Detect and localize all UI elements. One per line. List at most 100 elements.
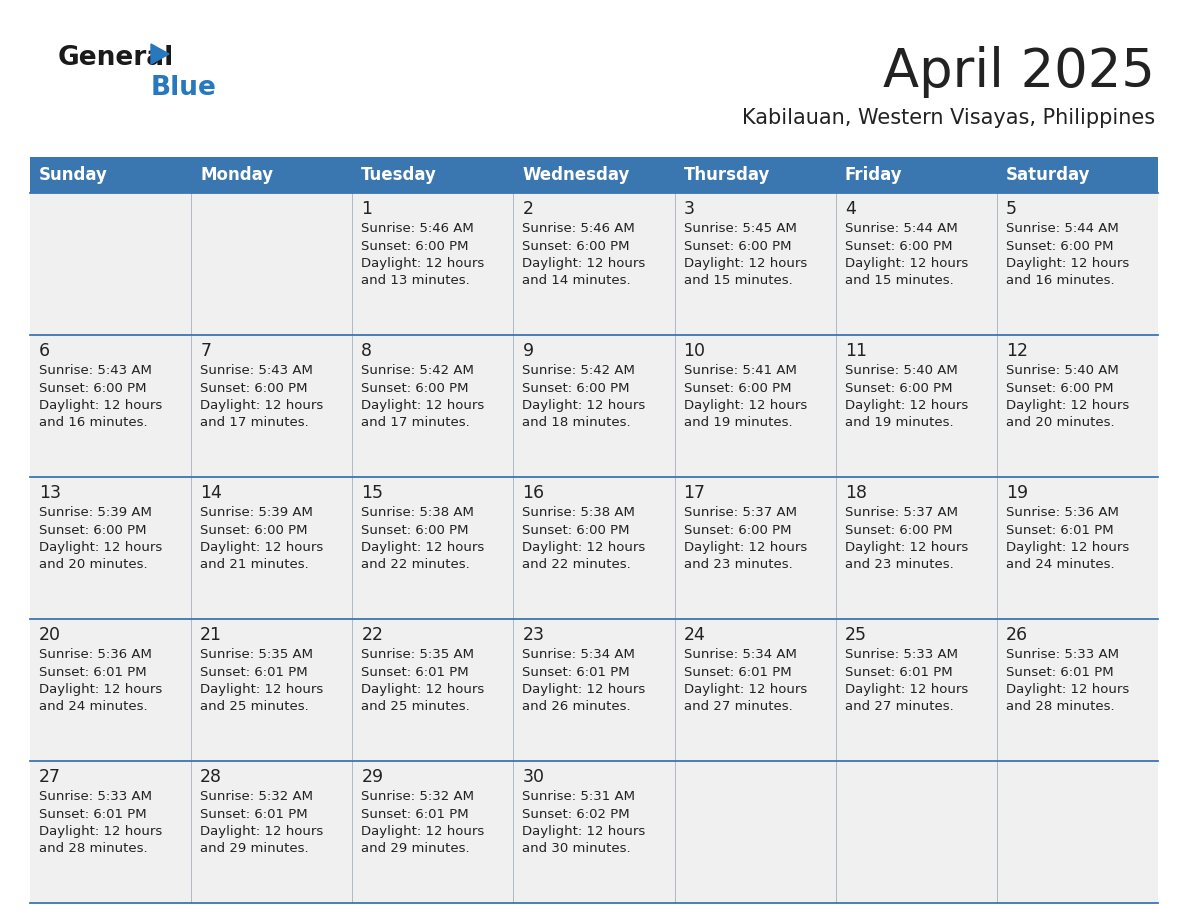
Polygon shape <box>151 44 169 64</box>
Text: Daylight: 12 hours: Daylight: 12 hours <box>683 682 807 696</box>
Text: April 2025: April 2025 <box>883 46 1155 98</box>
Text: Sunday: Sunday <box>39 166 108 184</box>
Bar <box>30 761 1158 903</box>
Text: Monday: Monday <box>200 166 273 184</box>
Text: Daylight: 12 hours: Daylight: 12 hours <box>200 824 323 837</box>
Text: Sunset: 6:00 PM: Sunset: 6:00 PM <box>200 382 308 395</box>
Text: Sunrise: 5:38 AM: Sunrise: 5:38 AM <box>523 507 636 520</box>
Text: 21: 21 <box>200 626 222 644</box>
Text: Daylight: 12 hours: Daylight: 12 hours <box>39 682 163 696</box>
Text: and 17 minutes.: and 17 minutes. <box>361 416 470 429</box>
Text: Daylight: 12 hours: Daylight: 12 hours <box>523 824 646 837</box>
Text: Sunset: 6:00 PM: Sunset: 6:00 PM <box>523 382 630 395</box>
Text: Kabilauan, Western Visayas, Philippines: Kabilauan, Western Visayas, Philippines <box>741 108 1155 128</box>
Text: Daylight: 12 hours: Daylight: 12 hours <box>523 398 646 411</box>
Text: and 27 minutes.: and 27 minutes. <box>683 700 792 712</box>
Text: Sunrise: 5:39 AM: Sunrise: 5:39 AM <box>39 507 152 520</box>
Text: Daylight: 12 hours: Daylight: 12 hours <box>845 541 968 554</box>
Text: Sunrise: 5:33 AM: Sunrise: 5:33 AM <box>845 648 958 662</box>
Text: and 25 minutes.: and 25 minutes. <box>361 700 470 712</box>
Text: Sunrise: 5:39 AM: Sunrise: 5:39 AM <box>200 507 312 520</box>
Text: Sunset: 6:00 PM: Sunset: 6:00 PM <box>39 382 146 395</box>
Text: and 22 minutes.: and 22 minutes. <box>361 557 470 570</box>
Text: Sunrise: 5:32 AM: Sunrise: 5:32 AM <box>200 790 314 803</box>
Text: Sunset: 6:00 PM: Sunset: 6:00 PM <box>1006 382 1113 395</box>
Text: Sunset: 6:00 PM: Sunset: 6:00 PM <box>845 523 953 536</box>
Text: Sunset: 6:01 PM: Sunset: 6:01 PM <box>361 808 469 821</box>
Text: 1: 1 <box>361 200 372 218</box>
Text: and 23 minutes.: and 23 minutes. <box>845 557 954 570</box>
Text: and 17 minutes.: and 17 minutes. <box>200 416 309 429</box>
Text: Sunrise: 5:40 AM: Sunrise: 5:40 AM <box>1006 364 1119 377</box>
Text: Sunrise: 5:34 AM: Sunrise: 5:34 AM <box>683 648 796 662</box>
Text: Friday: Friday <box>845 166 903 184</box>
Text: Daylight: 12 hours: Daylight: 12 hours <box>1006 398 1129 411</box>
Text: and 20 minutes.: and 20 minutes. <box>1006 416 1114 429</box>
Text: Sunrise: 5:42 AM: Sunrise: 5:42 AM <box>361 364 474 377</box>
Text: and 27 minutes.: and 27 minutes. <box>845 700 954 712</box>
Text: 25: 25 <box>845 626 867 644</box>
Text: Sunset: 6:00 PM: Sunset: 6:00 PM <box>683 240 791 252</box>
Text: 18: 18 <box>845 484 867 502</box>
Text: Sunrise: 5:33 AM: Sunrise: 5:33 AM <box>1006 648 1119 662</box>
Text: Daylight: 12 hours: Daylight: 12 hours <box>523 256 646 270</box>
Text: Sunset: 6:01 PM: Sunset: 6:01 PM <box>845 666 953 678</box>
Text: Daylight: 12 hours: Daylight: 12 hours <box>683 541 807 554</box>
Text: Daylight: 12 hours: Daylight: 12 hours <box>683 256 807 270</box>
Text: 17: 17 <box>683 484 706 502</box>
Text: 9: 9 <box>523 342 533 360</box>
Text: Daylight: 12 hours: Daylight: 12 hours <box>523 541 646 554</box>
Text: Sunrise: 5:32 AM: Sunrise: 5:32 AM <box>361 790 474 803</box>
Text: and 19 minutes.: and 19 minutes. <box>845 416 953 429</box>
Text: and 20 minutes.: and 20 minutes. <box>39 557 147 570</box>
Text: Daylight: 12 hours: Daylight: 12 hours <box>200 541 323 554</box>
Text: Sunrise: 5:36 AM: Sunrise: 5:36 AM <box>1006 507 1119 520</box>
Text: Daylight: 12 hours: Daylight: 12 hours <box>39 398 163 411</box>
Text: 13: 13 <box>39 484 61 502</box>
Text: Daylight: 12 hours: Daylight: 12 hours <box>1006 256 1129 270</box>
Text: and 13 minutes.: and 13 minutes. <box>361 274 470 286</box>
Bar <box>30 335 1158 477</box>
Text: and 16 minutes.: and 16 minutes. <box>1006 274 1114 286</box>
Text: 12: 12 <box>1006 342 1028 360</box>
Text: Sunrise: 5:38 AM: Sunrise: 5:38 AM <box>361 507 474 520</box>
Text: Sunset: 6:00 PM: Sunset: 6:00 PM <box>683 382 791 395</box>
Text: Daylight: 12 hours: Daylight: 12 hours <box>361 824 485 837</box>
Text: Sunrise: 5:46 AM: Sunrise: 5:46 AM <box>361 222 474 236</box>
Text: 5: 5 <box>1006 200 1017 218</box>
Text: Daylight: 12 hours: Daylight: 12 hours <box>1006 682 1129 696</box>
Text: Sunset: 6:00 PM: Sunset: 6:00 PM <box>683 523 791 536</box>
Text: Wednesday: Wednesday <box>523 166 630 184</box>
Text: 15: 15 <box>361 484 384 502</box>
Text: Blue: Blue <box>151 75 217 101</box>
Text: Sunset: 6:00 PM: Sunset: 6:00 PM <box>523 523 630 536</box>
Text: Sunrise: 5:35 AM: Sunrise: 5:35 AM <box>200 648 314 662</box>
Text: 29: 29 <box>361 768 384 786</box>
Text: 30: 30 <box>523 768 544 786</box>
Text: Sunset: 6:00 PM: Sunset: 6:00 PM <box>1006 240 1113 252</box>
Text: Sunset: 6:01 PM: Sunset: 6:01 PM <box>39 666 146 678</box>
Text: Daylight: 12 hours: Daylight: 12 hours <box>200 682 323 696</box>
Text: Sunset: 6:00 PM: Sunset: 6:00 PM <box>845 240 953 252</box>
Text: Sunset: 6:01 PM: Sunset: 6:01 PM <box>200 666 308 678</box>
Text: 7: 7 <box>200 342 211 360</box>
Text: Sunset: 6:00 PM: Sunset: 6:00 PM <box>845 382 953 395</box>
Text: Sunrise: 5:35 AM: Sunrise: 5:35 AM <box>361 648 474 662</box>
Text: Daylight: 12 hours: Daylight: 12 hours <box>523 682 646 696</box>
Text: Daylight: 12 hours: Daylight: 12 hours <box>845 256 968 270</box>
Text: Sunrise: 5:44 AM: Sunrise: 5:44 AM <box>845 222 958 236</box>
Text: and 15 minutes.: and 15 minutes. <box>845 274 954 286</box>
Text: and 28 minutes.: and 28 minutes. <box>1006 700 1114 712</box>
Text: Sunrise: 5:42 AM: Sunrise: 5:42 AM <box>523 364 636 377</box>
Bar <box>30 477 1158 619</box>
Text: Sunrise: 5:31 AM: Sunrise: 5:31 AM <box>523 790 636 803</box>
Text: 24: 24 <box>683 626 706 644</box>
Text: Sunset: 6:01 PM: Sunset: 6:01 PM <box>1006 523 1113 536</box>
Text: Sunset: 6:01 PM: Sunset: 6:01 PM <box>1006 666 1113 678</box>
Text: and 30 minutes.: and 30 minutes. <box>523 842 631 855</box>
Text: and 28 minutes.: and 28 minutes. <box>39 842 147 855</box>
Text: and 21 minutes.: and 21 minutes. <box>200 557 309 570</box>
Text: Sunrise: 5:37 AM: Sunrise: 5:37 AM <box>845 507 958 520</box>
Text: Daylight: 12 hours: Daylight: 12 hours <box>1006 541 1129 554</box>
Text: Sunset: 6:01 PM: Sunset: 6:01 PM <box>523 666 630 678</box>
